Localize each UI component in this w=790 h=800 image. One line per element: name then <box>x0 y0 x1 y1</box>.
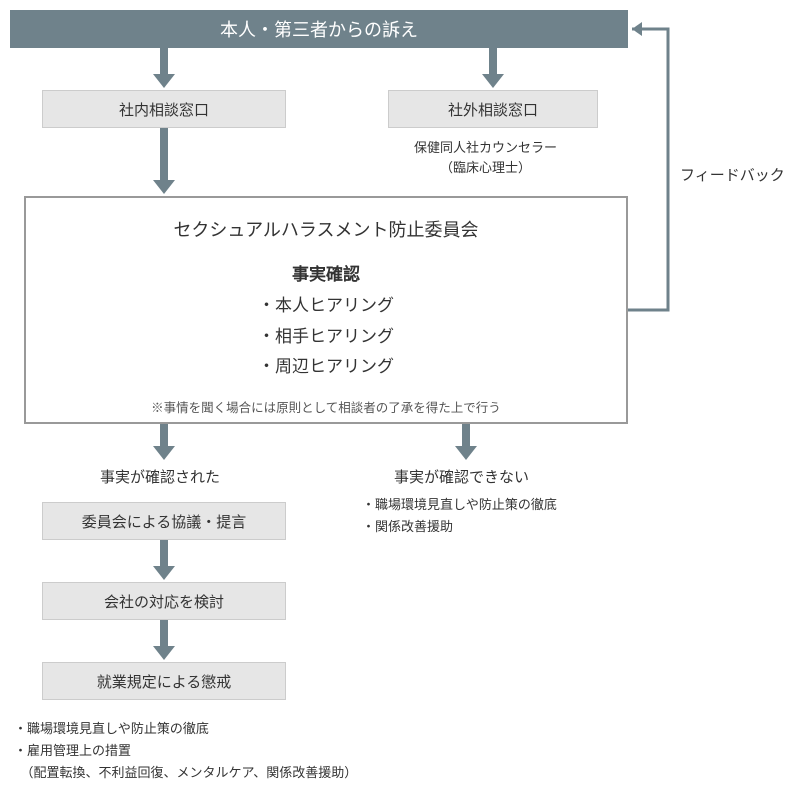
committee-bullet: ・周辺ヒアリング <box>258 352 394 383</box>
confirmed-label: 事実が確認された <box>100 466 220 487</box>
box-company-review: 会社の対応を検討 <box>42 582 286 620</box>
committee-note: ※事情を聞く場合には原則として相談者の了承を得た上で行う <box>26 397 626 416</box>
committee-box: セクシュアルハラスメント防止委員会 事実確認 ・本人ヒアリング ・相手ヒアリング… <box>24 196 628 424</box>
consult-internal-label: 社内相談窓口 <box>119 99 209 120</box>
hdr-to-external <box>482 48 504 88</box>
hdr-to-internal <box>153 48 175 88</box>
committee-bold: 事実確認 <box>26 260 626 285</box>
box-committee-discuss: 委員会による協議・提言 <box>42 502 286 540</box>
discuss-to-review <box>153 540 175 580</box>
unconf-bullet: ・職場環境見直しや防止策の徹底 <box>362 494 557 516</box>
external-note-line2: （臨床心理士） <box>440 160 531 175</box>
external-note-line1: 保健同人社カウンセラー <box>414 140 557 155</box>
final-bullet: ・職場環境見直しや防止策の徹底 <box>14 718 357 740</box>
flowchart-canvas: 本人・第三者からの訴え 社内相談窓口 社外相談窓口 保健同人社カウンセラー （臨… <box>0 0 790 800</box>
discipline-label: 就業規定による懲戒 <box>97 671 232 692</box>
unconfirmed-bullets: ・職場環境見直しや防止策の徹底 ・関係改善援助 <box>362 494 557 538</box>
final-bullet: （配置転換、不利益回復、メンタルケア、関係改善援助） <box>14 762 357 784</box>
unconf-bullet: ・関係改善援助 <box>362 516 557 538</box>
consult-external-label: 社外相談窓口 <box>448 99 538 120</box>
box-discipline: 就業規定による懲戒 <box>42 662 286 700</box>
committee-bullet: ・本人ヒアリング <box>258 291 394 322</box>
header-label: 本人・第三者からの訴え <box>220 16 418 42</box>
box-consult-internal: 社内相談窓口 <box>42 90 286 128</box>
committee-title: セクシュアルハラスメント防止委員会 <box>26 216 626 242</box>
committee-bullet: ・相手ヒアリング <box>258 322 394 353</box>
committee-discuss-label: 委員会による協議・提言 <box>82 511 247 532</box>
final-bullet: ・雇用管理上の措置 <box>14 740 357 762</box>
review-to-disc <box>153 620 175 660</box>
company-review-label: 会社の対応を検討 <box>104 591 224 612</box>
header-box: 本人・第三者からの訴え <box>10 10 628 48</box>
internal-to-comm <box>153 128 175 194</box>
comm-to-unconf <box>455 424 477 460</box>
feedback-arrow <box>628 22 668 310</box>
unconfirmed-label: 事実が確認できない <box>394 466 529 487</box>
comm-to-confirmed <box>153 424 175 460</box>
external-note: 保健同人社カウンセラー （臨床心理士） <box>414 138 557 177</box>
box-consult-external: 社外相談窓口 <box>388 90 598 128</box>
final-bullets: ・職場環境見直しや防止策の徹底 ・雇用管理上の措置 （配置転換、不利益回復、メン… <box>14 718 357 784</box>
feedback-label: フィードバック <box>680 164 785 185</box>
committee-bullets: ・本人ヒアリング ・相手ヒアリング ・周辺ヒアリング <box>258 291 394 383</box>
